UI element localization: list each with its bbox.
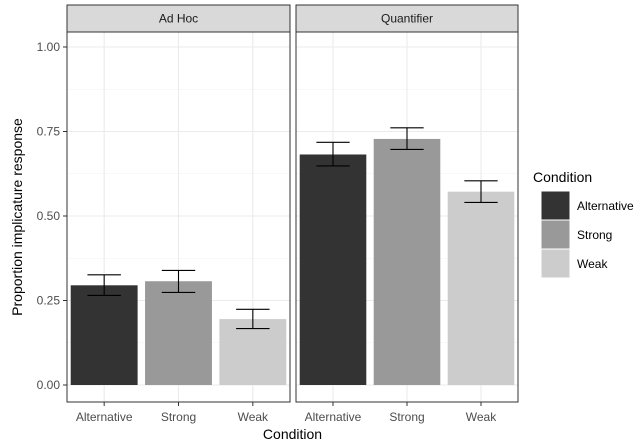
y-axis-title: Proportion implicature response (9, 118, 25, 316)
legend-label: Alternative (577, 199, 634, 213)
y-tick-label: 0.50 (37, 209, 61, 223)
bar-weak (447, 191, 515, 385)
facet-strip (66, 4, 291, 33)
x-tick-label: Strong (389, 410, 424, 424)
bar-strong (145, 281, 212, 385)
y-tick-label: 1.00 (37, 40, 61, 54)
facet-label: Quantifier (381, 12, 433, 26)
x-tick-label: Alternative (76, 410, 133, 424)
bar-weak (219, 319, 287, 385)
x-axis-title: Condition (263, 426, 322, 442)
x-tick-label: Strong (161, 410, 196, 424)
x-tick-label: Alternative (305, 410, 362, 424)
x-tick-label: Weak (238, 410, 269, 424)
bar-alternative (299, 154, 367, 385)
bar-strong (373, 138, 441, 385)
y-tick-label: 0.00 (37, 378, 61, 392)
facet-label: Ad Hoc (159, 12, 198, 26)
legend-label: Weak (577, 257, 608, 271)
legend-key-strong (540, 219, 571, 250)
legend-key-weak (540, 248, 571, 279)
y-tick-label: 0.75 (37, 125, 61, 139)
x-tick-label: Weak (466, 410, 497, 424)
y-tick-label: 0.25 (37, 294, 61, 308)
legend-key-alternative (540, 190, 571, 221)
legend-label: Strong (577, 228, 612, 242)
facet-strip (295, 4, 519, 33)
legend-title: Condition (533, 169, 592, 185)
bar-alternative (70, 285, 138, 385)
